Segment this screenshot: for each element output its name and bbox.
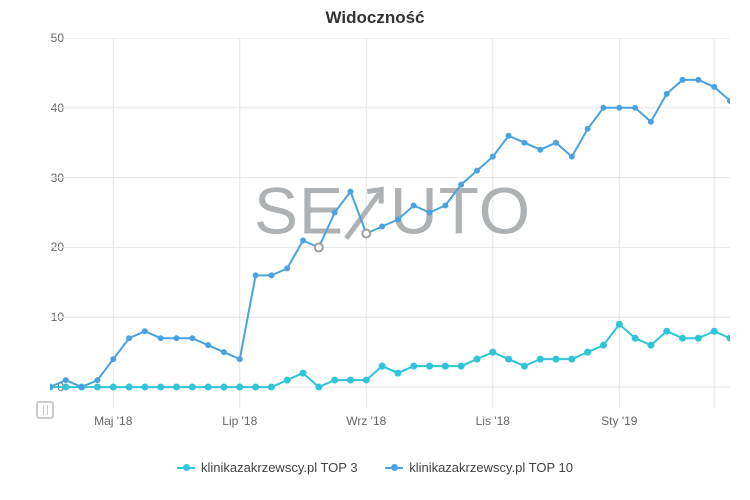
x-axis-label: Maj '18 bbox=[94, 414, 132, 428]
svg-text:SE: SE bbox=[254, 173, 344, 247]
chart-legend: klinikazakrzewscy.pl TOP 3 klinikazakrze… bbox=[0, 460, 750, 476]
x-axis-label: Lip '18 bbox=[222, 414, 257, 428]
legend-swatch-icon bbox=[385, 463, 403, 473]
plot-svg: SEUTO bbox=[50, 38, 730, 408]
x-axis-label: Lis '18 bbox=[476, 414, 510, 428]
x-axis-label: Sty '19 bbox=[601, 414, 637, 428]
chart-title: Widoczność bbox=[0, 8, 750, 28]
x-axis-label: Wrz '18 bbox=[346, 414, 386, 428]
visibility-chart: Widoczność 0 10 20 30 40 50 Maj '18 Lip … bbox=[0, 0, 750, 440]
legend-label: klinikazakrzewscy.pl TOP 10 bbox=[409, 460, 573, 475]
legend-item-top10[interactable]: klinikazakrzewscy.pl TOP 10 bbox=[385, 460, 573, 475]
legend-label: klinikazakrzewscy.pl TOP 3 bbox=[201, 460, 358, 475]
plot-area: SEUTO bbox=[50, 38, 730, 408]
navigator-handle-icon[interactable] bbox=[36, 401, 54, 419]
legend-item-top3[interactable]: klinikazakrzewscy.pl TOP 3 bbox=[177, 460, 358, 475]
legend-swatch-icon bbox=[177, 463, 195, 473]
